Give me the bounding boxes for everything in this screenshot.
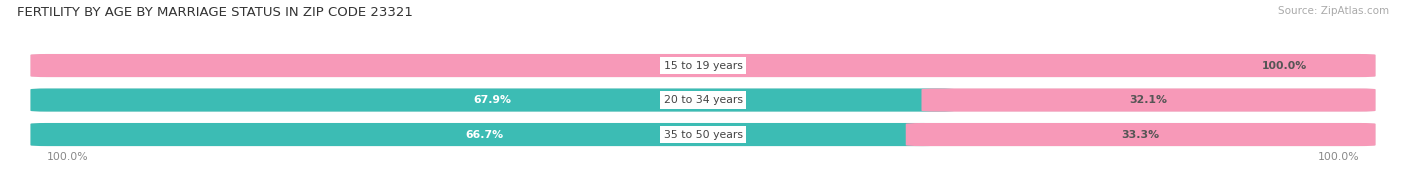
Text: 100.0%: 100.0% (1317, 152, 1360, 162)
FancyBboxPatch shape (31, 123, 1375, 146)
FancyBboxPatch shape (905, 123, 1375, 146)
FancyBboxPatch shape (31, 88, 1375, 112)
FancyBboxPatch shape (31, 123, 939, 146)
Text: 35 to 50 years: 35 to 50 years (664, 130, 742, 140)
FancyBboxPatch shape (31, 88, 955, 112)
Text: 67.9%: 67.9% (474, 95, 512, 105)
Text: 100.0%: 100.0% (46, 152, 89, 162)
Text: 66.7%: 66.7% (465, 130, 503, 140)
Text: 32.1%: 32.1% (1129, 95, 1167, 105)
Text: FERTILITY BY AGE BY MARRIAGE STATUS IN ZIP CODE 23321: FERTILITY BY AGE BY MARRIAGE STATUS IN Z… (17, 6, 413, 19)
FancyBboxPatch shape (31, 54, 1375, 77)
Text: 15 to 19 years: 15 to 19 years (664, 61, 742, 71)
Text: 33.3%: 33.3% (1122, 130, 1160, 140)
FancyBboxPatch shape (31, 54, 1375, 77)
Text: Source: ZipAtlas.com: Source: ZipAtlas.com (1278, 6, 1389, 16)
Text: 100.0%: 100.0% (1261, 61, 1306, 71)
FancyBboxPatch shape (921, 88, 1375, 112)
Text: 20 to 34 years: 20 to 34 years (664, 95, 742, 105)
